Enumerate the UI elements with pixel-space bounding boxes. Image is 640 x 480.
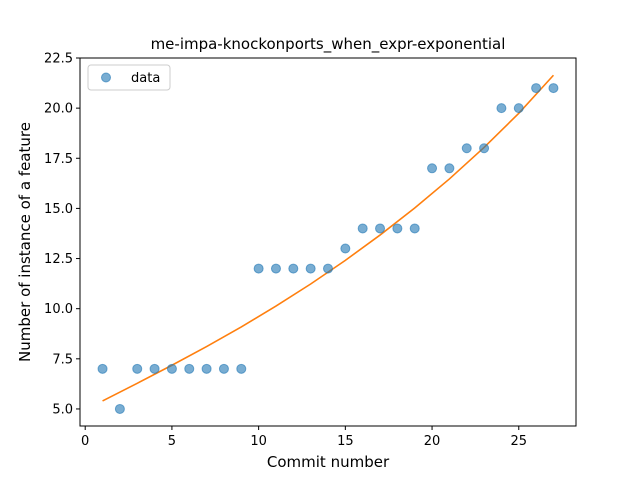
data-point xyxy=(288,263,299,274)
data-point xyxy=(513,103,524,114)
x-tick-label: 10 xyxy=(250,434,267,449)
x-tick-label: 5 xyxy=(168,434,176,449)
data-point xyxy=(253,263,264,274)
data-point xyxy=(97,363,108,374)
fit-line xyxy=(102,74,555,402)
y-tick-label: 15.0 xyxy=(44,202,73,217)
data-point xyxy=(323,263,333,274)
x-axis-label: Commit number xyxy=(267,453,390,471)
data-point xyxy=(357,223,368,234)
data-point xyxy=(184,363,195,374)
data-point xyxy=(166,363,177,374)
x-tick-label: 15 xyxy=(337,434,354,449)
data-point xyxy=(218,363,229,374)
x-tick-label: 25 xyxy=(510,434,527,449)
data-point xyxy=(114,403,125,414)
plot-frame xyxy=(79,57,577,427)
data-point xyxy=(132,363,143,374)
data-point xyxy=(201,363,212,374)
x-tick-label: 20 xyxy=(424,434,441,449)
y-tick-label: 12.5 xyxy=(44,252,73,267)
data-point xyxy=(305,263,316,274)
y-axis-label: Number of instance of a feature xyxy=(16,122,34,362)
y-tick-label: 22.5 xyxy=(44,52,73,67)
x-axis: 0 5 10 15 20 25 xyxy=(81,426,527,449)
data-point xyxy=(461,143,472,154)
data-point xyxy=(149,363,160,374)
data-point xyxy=(496,103,507,114)
data-point xyxy=(427,163,438,174)
data-point xyxy=(392,223,403,234)
y-tick-label: 20.0 xyxy=(44,102,73,117)
data-point xyxy=(531,83,542,94)
y-tick-label: 5.0 xyxy=(52,402,73,417)
data-point xyxy=(548,83,559,94)
y-tick-label: 17.5 xyxy=(44,152,73,167)
x-tick-label: 0 xyxy=(81,434,89,449)
y-tick-label: 10.0 xyxy=(44,302,73,317)
data-point xyxy=(236,363,247,374)
legend-marker xyxy=(101,72,111,83)
chart-title: me-impa-knockonports_when_expr-exponenti… xyxy=(151,35,506,54)
legend-label: data xyxy=(131,71,160,86)
data-point xyxy=(479,143,490,154)
legend-box xyxy=(87,64,171,91)
data-point xyxy=(340,243,351,254)
plot-area xyxy=(97,74,559,414)
data-point xyxy=(409,223,420,234)
data-point xyxy=(375,223,386,234)
y-tick-label: 7.5 xyxy=(52,352,73,367)
y-axis: 5.0 7.5 10.0 12.5 15.0 17.5 20.0 22.5 xyxy=(44,52,80,417)
legend: data xyxy=(87,64,171,91)
data-point xyxy=(270,263,281,274)
data-point xyxy=(444,163,455,174)
